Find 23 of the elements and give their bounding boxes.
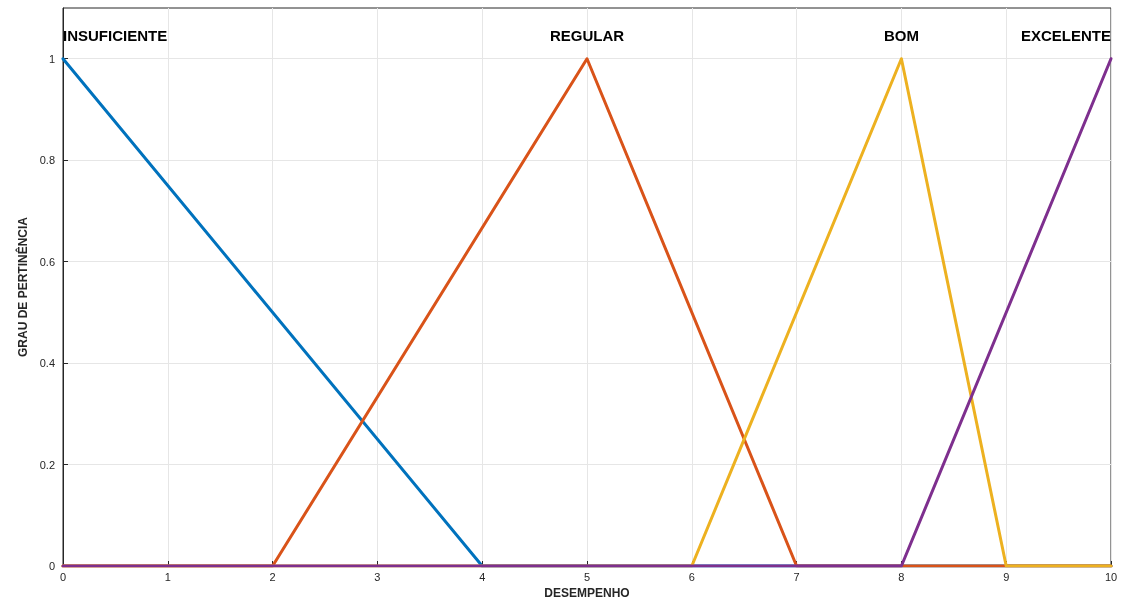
x-tick-label: 7 bbox=[793, 570, 800, 583]
series-label: BOM bbox=[883, 26, 919, 44]
series-label: INSUFICIENTE bbox=[63, 26, 168, 44]
y-tick-label: 0.6 bbox=[39, 255, 55, 268]
x-tick-label: 1 bbox=[164, 570, 171, 583]
y-tick-label: 0.8 bbox=[39, 154, 55, 167]
y-axis-title: GRAU DE PERTINÊNCIA bbox=[14, 216, 30, 358]
x-tick-label: 2 bbox=[269, 570, 276, 583]
y-tick-label: 0.4 bbox=[39, 357, 55, 370]
x-tick-label: 8 bbox=[898, 570, 905, 583]
x-tick-label: 0 bbox=[59, 570, 67, 583]
y-tick-label: 1 bbox=[48, 52, 55, 65]
series-label: EXCELENTE bbox=[1020, 26, 1111, 44]
y-tick-label: 0 bbox=[48, 560, 55, 572]
x-tick-label: 10 bbox=[1104, 570, 1118, 583]
x-tick-label: 4 bbox=[479, 570, 486, 583]
x-tick-label: 5 bbox=[583, 570, 591, 583]
x-tick-label: 3 bbox=[374, 570, 381, 583]
y-tick-label: 0.2 bbox=[39, 458, 55, 471]
x-tick-label: 6 bbox=[688, 570, 695, 583]
x-axis-title: DESEMPENHO bbox=[544, 585, 630, 600]
x-tick-label: 9 bbox=[1003, 570, 1010, 583]
series-label: REGULAR bbox=[549, 26, 625, 44]
